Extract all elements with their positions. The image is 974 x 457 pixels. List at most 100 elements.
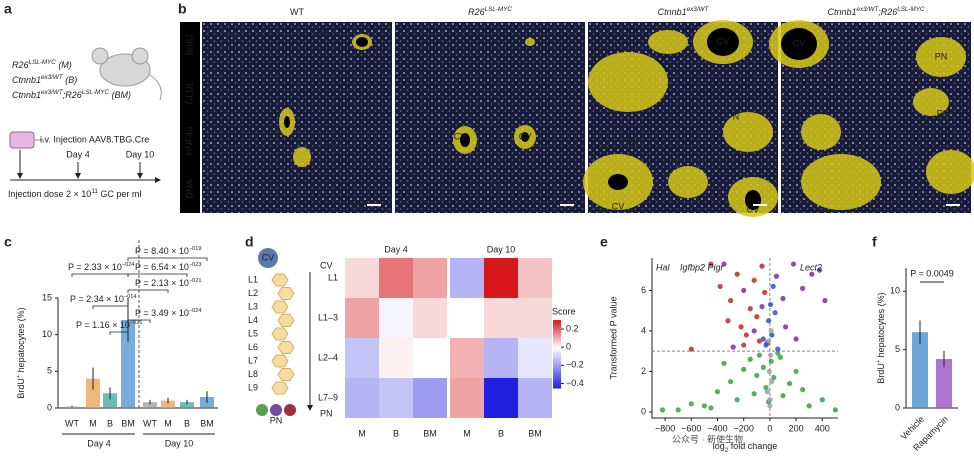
- superscript: −021: [189, 278, 202, 284]
- x-tick-label: M: [89, 418, 97, 428]
- text-run: hepatocytes (%): [876, 292, 886, 360]
- colorbar-step: [553, 363, 561, 366]
- glul-region: [926, 150, 974, 194]
- panel-title: Day 4: [384, 244, 408, 254]
- colorbar-step: [553, 354, 561, 357]
- point: [717, 283, 723, 289]
- point: [754, 372, 760, 379]
- diagram-top: CV: [262, 252, 275, 262]
- region-label: PN: [910, 146, 923, 156]
- glul-region: [801, 154, 881, 210]
- x-tick-label: −600: [681, 423, 701, 433]
- zone-label: L8: [248, 369, 258, 379]
- text-run: P = 2.34 × 10: [70, 294, 124, 304]
- watermark: 公众号 · 新使生物: [672, 433, 743, 444]
- glul-region: [648, 30, 688, 54]
- bar: [180, 402, 194, 408]
- y-tick-label: 5: [47, 366, 52, 376]
- text-run: P = 2.13 × 10: [135, 278, 189, 288]
- bar: [103, 393, 117, 408]
- text-run: P = 1.16 × 10: [76, 320, 130, 330]
- point: [780, 393, 786, 399]
- gene-label: Igfbp2 Pigr: [680, 262, 725, 272]
- zone-label: L7: [248, 355, 258, 365]
- heat-cell: [518, 338, 552, 378]
- region-label: CV: [747, 204, 760, 214]
- p-value: P = 2.34 × 10−014: [70, 294, 137, 304]
- colorbar-step: [553, 378, 561, 382]
- hepatocyte: [277, 367, 295, 382]
- text-run: ;R26: [878, 7, 897, 17]
- point: [727, 378, 734, 385]
- point: [771, 374, 777, 381]
- diagram-bottom: PN: [270, 415, 283, 425]
- pn-node: [256, 404, 268, 416]
- heat-cell: [379, 338, 413, 378]
- colorbar-step: [553, 333, 561, 337]
- cv-node: [258, 248, 278, 268]
- superscript: LSL-MYC: [485, 6, 513, 13]
- glul-region: [913, 88, 949, 116]
- micrograph-bg: [202, 22, 392, 213]
- superscript: 11: [91, 188, 98, 195]
- superscript: ex3/WT: [687, 6, 710, 13]
- x-tick-label: −200: [734, 423, 754, 433]
- heat-cell: [484, 258, 518, 298]
- dose-label: Injection dose 2 × 1011 GC per ml: [8, 188, 141, 199]
- colorbar-step: [553, 340, 561, 344]
- scale-bar: [946, 204, 960, 206]
- x-tick-label: M: [164, 418, 172, 428]
- point: [725, 318, 731, 324]
- colorbar-step: [553, 369, 561, 373]
- heat-cell: [450, 378, 484, 418]
- superscript: ex3/WT: [41, 89, 64, 96]
- glul-region: [293, 147, 311, 167]
- y-tick-label: 0: [641, 406, 646, 416]
- column-title: WT: [290, 7, 304, 17]
- point: [800, 387, 806, 393]
- point: [760, 336, 766, 342]
- colorbar-step: [553, 335, 561, 339]
- heat-cell: [345, 298, 379, 338]
- heat-cell: [484, 338, 518, 378]
- hepatocyte: [277, 286, 295, 301]
- heat-cell: [345, 378, 379, 418]
- point: [768, 328, 774, 334]
- point: [730, 344, 736, 350]
- text-run: Ctnnb1: [827, 7, 856, 17]
- x-tick-label: −800: [655, 423, 675, 433]
- panel-letter: f: [872, 234, 877, 250]
- point: [809, 271, 815, 277]
- superscript: −014: [124, 294, 137, 300]
- micrograph: CV PN PN PN: [769, 20, 974, 213]
- zone-label: L1: [248, 274, 258, 284]
- channel-label: BrdU: [184, 35, 194, 56]
- region-label: PN: [226, 31, 239, 41]
- region-label: CV: [519, 131, 532, 141]
- hepatocyte: [271, 273, 289, 287]
- point: [764, 389, 770, 395]
- x-tick-label: B: [107, 418, 113, 428]
- colorbar-step: [553, 383, 561, 387]
- channel-label: DNA: [184, 179, 194, 198]
- p-value: P = 6.54 × 10−023: [135, 262, 202, 272]
- y-tick-label: 5: [895, 344, 900, 354]
- point: [721, 261, 727, 267]
- point: [775, 350, 781, 356]
- panel-letter: d: [245, 234, 254, 250]
- point: [766, 368, 772, 375]
- superscript: +: [876, 360, 882, 363]
- region-label: CV: [717, 36, 730, 46]
- genotype: R26LSL-MYC (M): [12, 59, 72, 70]
- point: [790, 261, 797, 267]
- point: [767, 301, 774, 308]
- timepoint: Day 4: [66, 149, 90, 159]
- significance-bracket: [127, 289, 169, 293]
- superscript: −023: [189, 262, 202, 268]
- superscript: −024: [189, 308, 202, 314]
- point: [767, 352, 774, 358]
- p-value: P = 3.49 × 10−024: [135, 308, 202, 318]
- bar: [912, 332, 928, 408]
- point: [721, 360, 727, 366]
